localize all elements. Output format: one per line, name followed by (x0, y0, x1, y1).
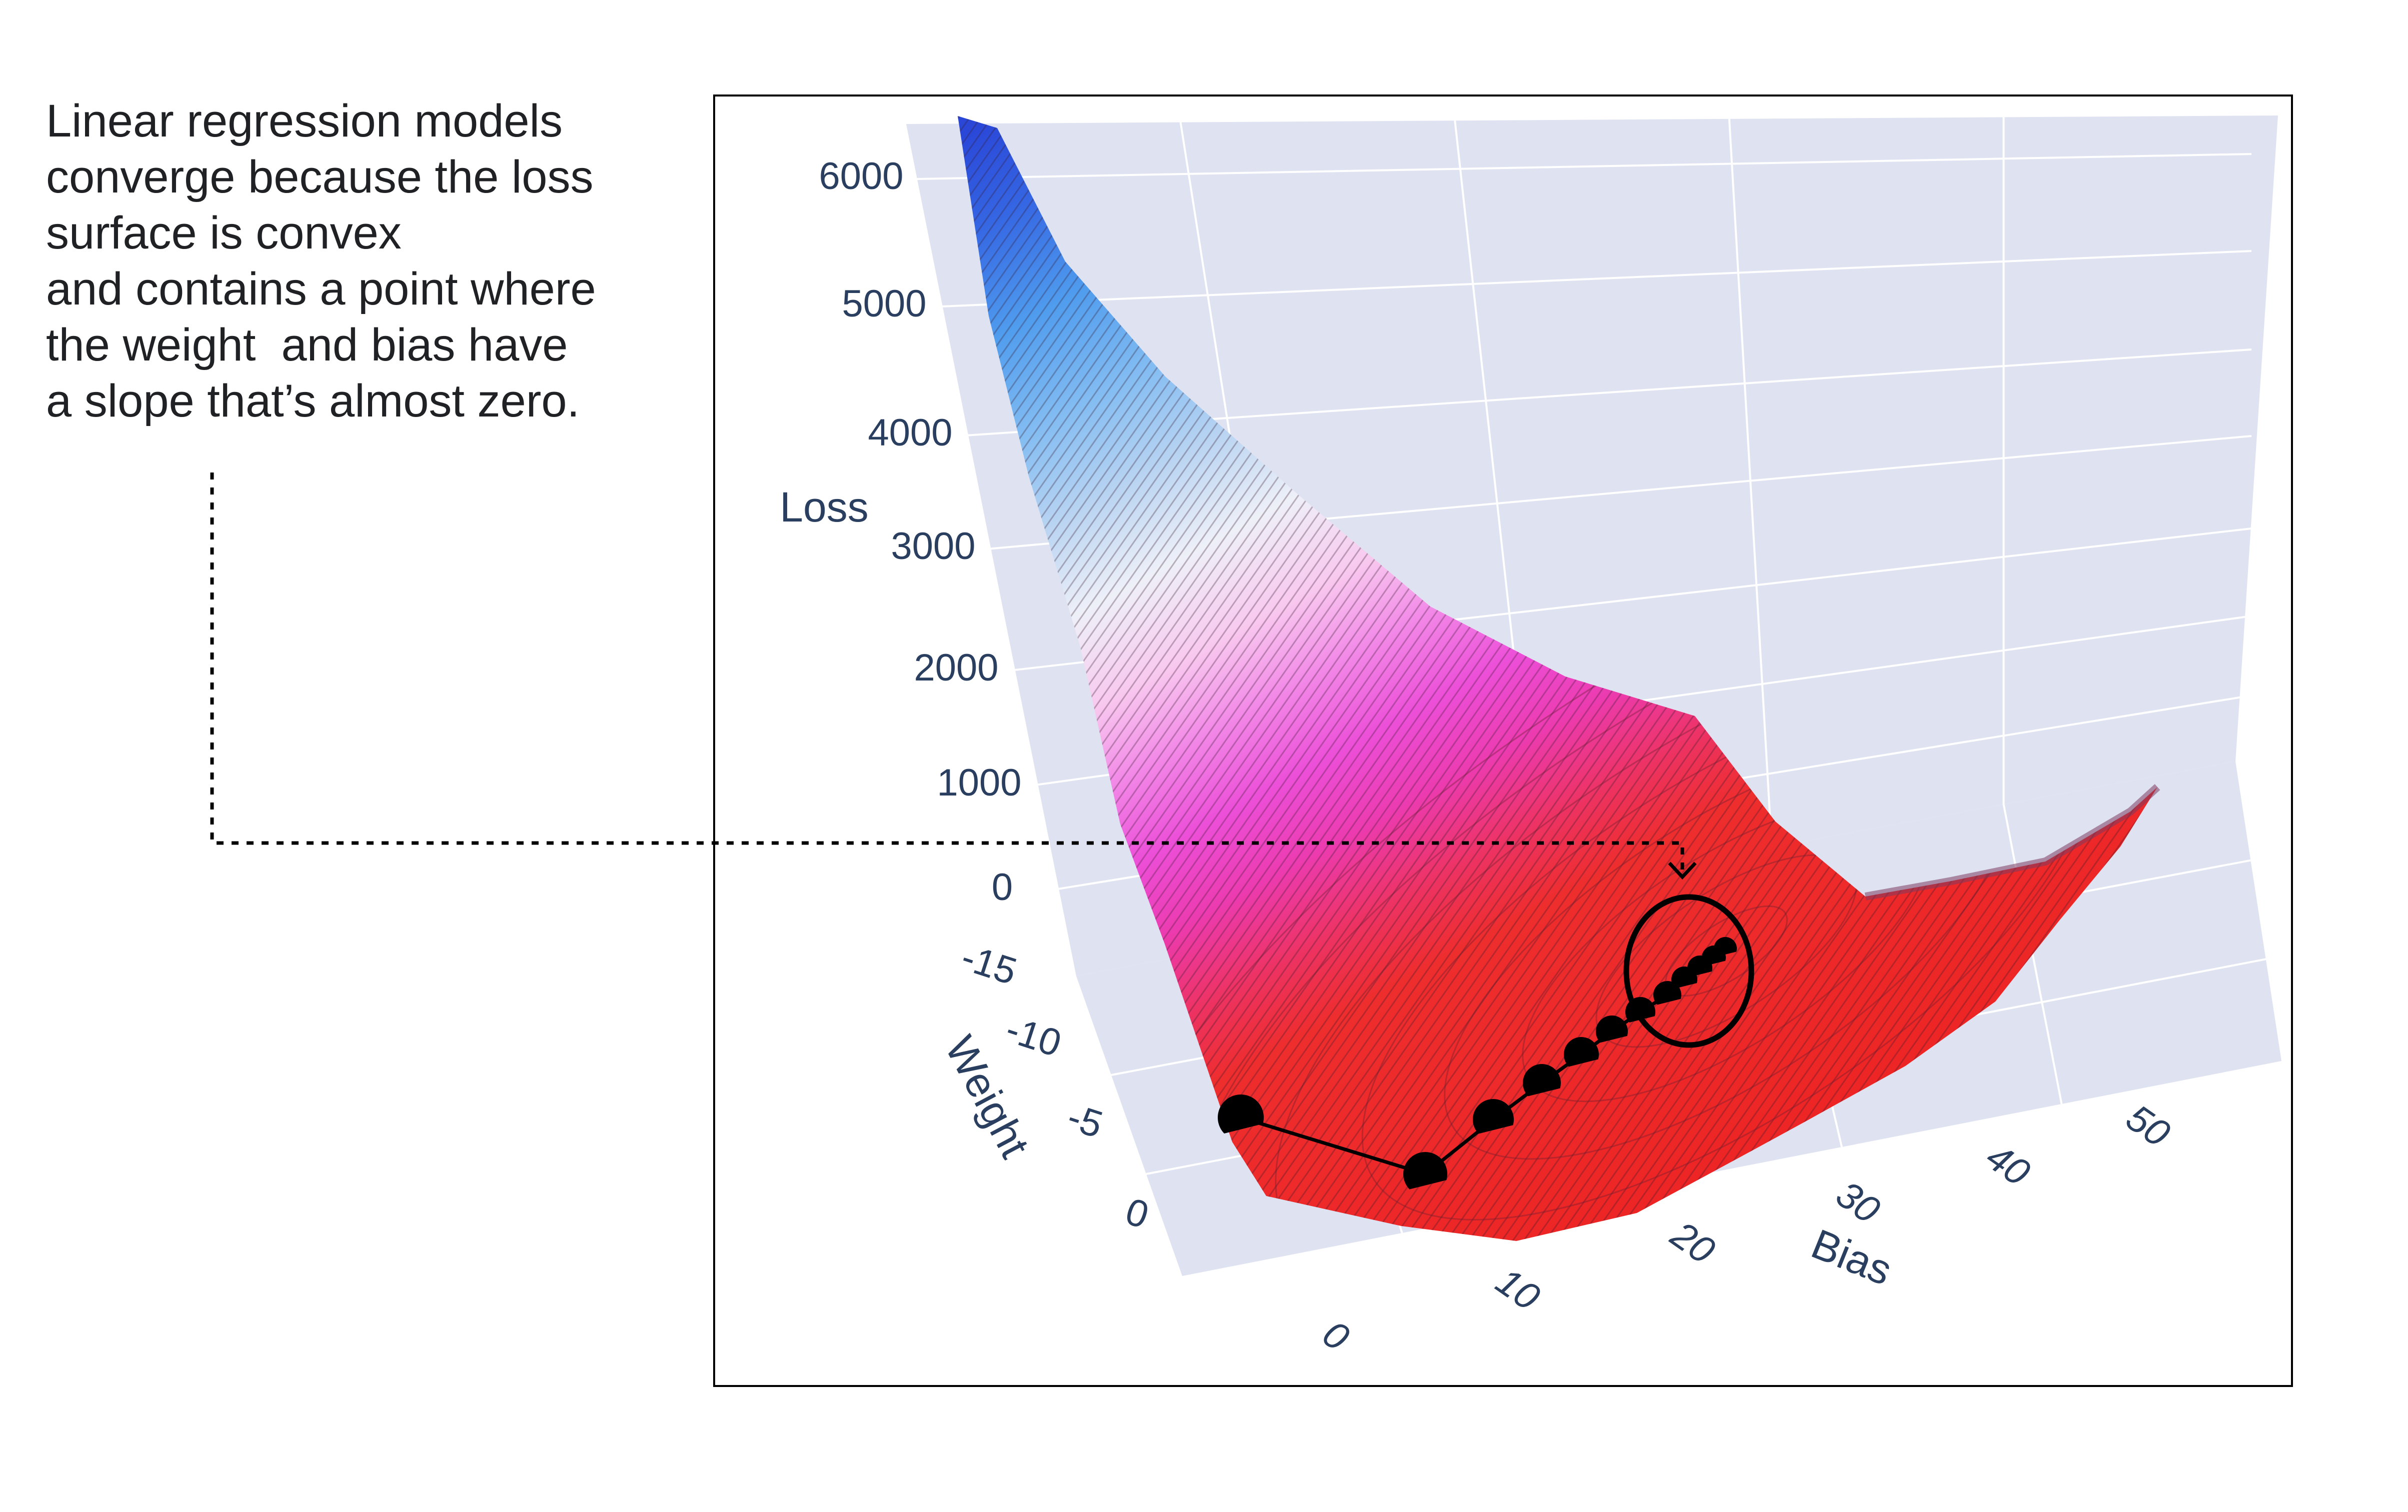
valley-ridge (1864, 784, 2160, 900)
loss-surface-3d-plot: 6000 5000 4000 3000 2000 1000 0 0 -5 -10 -15 0 10 20 3… (713, 94, 2293, 1387)
bias-axis-title: Bias (1805, 1220, 1899, 1294)
loss-tick: 1000 (937, 762, 1021, 804)
descent-step-marker (1596, 1016, 1628, 1043)
descent-step-marker (1523, 1064, 1561, 1096)
weight-tick: 0 (1120, 1190, 1153, 1237)
annotation-line-5: the weight and bias have (46, 320, 568, 370)
descent-step-marker (1403, 1152, 1447, 1190)
minimum-highlight-circle (1623, 894, 1754, 1048)
bias-tick: 10 (1488, 1260, 1547, 1318)
annotation-line-1: Linear regression models (46, 96, 563, 146)
annotation-text: Linear regression models converge becaus… (46, 93, 596, 429)
descent-step-marker (1564, 1037, 1599, 1067)
bias-tick: 20 (1663, 1213, 1722, 1272)
descent-step-marker (1473, 1099, 1514, 1134)
descent-step-marker (1218, 1094, 1264, 1134)
plot-canvas: 6000 5000 4000 3000 2000 1000 0 0 -5 -10 -15 0 10 20 3… (715, 96, 2291, 1385)
loss-tick: 0 (992, 866, 1013, 908)
bias-tick: 50 (2118, 1096, 2177, 1155)
weight-tick: -5 (1062, 1096, 1108, 1146)
bias-tick: 30 (1828, 1172, 1887, 1232)
loss-tick: 5000 (842, 282, 926, 325)
loss-tick: 6000 (819, 155, 903, 198)
descent-step-marker (1714, 937, 1737, 956)
bias-tick: 40 (1978, 1135, 2037, 1194)
bias-tick: 0 (1315, 1312, 1356, 1360)
gradient-descent-path (1218, 894, 1754, 1190)
weight-tick: -15 (956, 936, 1022, 993)
annotation-line-6: a slope that’s almost zero. (46, 376, 580, 426)
loss-tick: 2000 (914, 646, 998, 689)
annotation-line-3: surface is convex (46, 208, 402, 258)
loss-tick: 3000 (891, 525, 975, 568)
annotation-line-4: and contains a point where (46, 264, 596, 314)
annotation-line-2: converge because the loss (46, 152, 594, 202)
weight-tick: -10 (1001, 1008, 1066, 1065)
loss-axis-title: Loss (780, 484, 868, 530)
loss-tick: 4000 (868, 412, 952, 454)
